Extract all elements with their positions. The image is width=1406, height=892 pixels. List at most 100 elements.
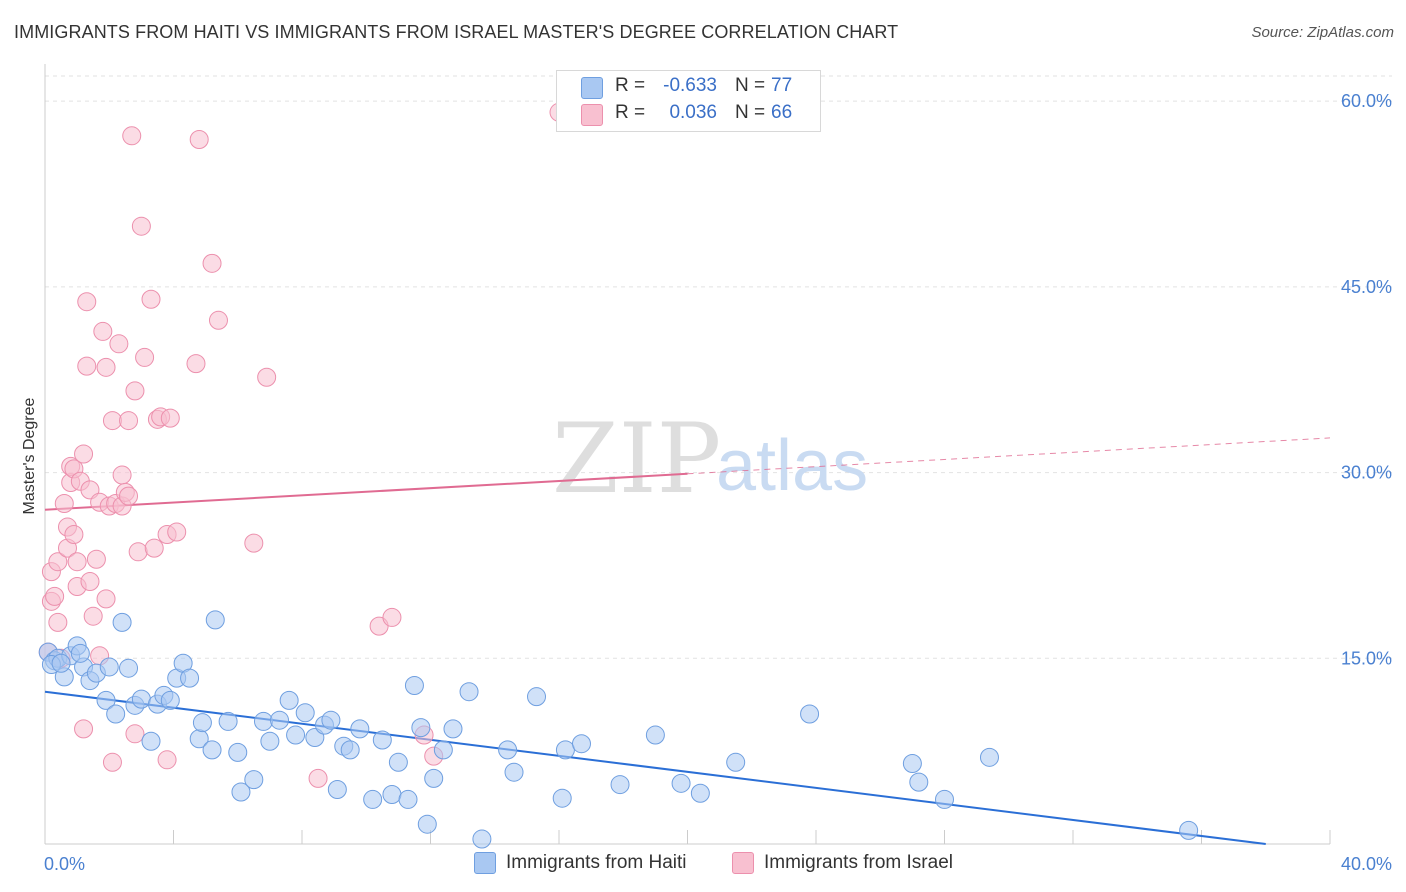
haiti-point [51, 653, 71, 673]
watermark-zip: ZIP [552, 403, 721, 515]
haiti-point [645, 725, 665, 745]
haiti-point [218, 711, 238, 731]
haiti-point [99, 657, 119, 677]
haiti-point [404, 676, 424, 696]
haiti-point [160, 690, 180, 710]
haiti-point [205, 610, 225, 630]
israel-point [102, 752, 122, 772]
chart-title: IMMIGRANTS FROM HAITI VS IMMIGRANTS FROM… [14, 22, 899, 42]
israel-point [157, 750, 177, 770]
haiti-point [131, 689, 151, 709]
israel-point [45, 586, 65, 606]
haiti-point [527, 687, 547, 707]
haiti-point [459, 682, 479, 702]
israel-point [186, 354, 206, 374]
israel-point [86, 549, 106, 569]
haiti-point [382, 784, 402, 804]
israel-point [122, 126, 142, 146]
haiti-point [552, 788, 572, 808]
haiti-point [321, 710, 341, 730]
israel-point [189, 130, 209, 150]
legend-israel-n: 66 [771, 102, 793, 123]
israel-point [167, 522, 187, 542]
y-axis-label: Master's Degree [21, 397, 38, 514]
haiti-point [909, 772, 929, 792]
legend-israel-r: 0.036 [669, 102, 717, 123]
haiti-point [106, 704, 126, 724]
haiti-trend-line [44, 690, 1266, 845]
israel-point [128, 542, 148, 562]
haiti-point [244, 770, 264, 790]
haiti-point [979, 747, 999, 767]
legend-haiti-n: 77 [771, 75, 793, 96]
israel-point [125, 381, 145, 401]
haiti-point [411, 718, 431, 738]
haiti-point [443, 719, 463, 739]
israel-point [93, 321, 113, 341]
haiti-point [498, 740, 518, 760]
haiti-point [388, 752, 408, 772]
x-tick-label: 0.0% [44, 854, 85, 874]
israel-point [244, 533, 264, 553]
israel-point [67, 552, 87, 572]
israel-point [160, 408, 180, 428]
haiti-point [96, 690, 116, 710]
haiti-point [800, 704, 820, 724]
watermark-atlas: atlas [716, 426, 868, 506]
haiti-point [690, 783, 710, 803]
israel-trend-extension [687, 437, 1331, 475]
israel-point [77, 356, 97, 376]
israel-point [141, 289, 161, 309]
haiti-point [231, 782, 251, 802]
haiti-point [286, 725, 306, 745]
legend-israel-label: Immigrants from Israel [764, 852, 953, 873]
israel-point [109, 334, 129, 354]
haiti-point [671, 773, 691, 793]
correlation-legend: R = -0.633 N = 77 R = 0.036 N = 66 [556, 70, 821, 132]
legend-n-label: N = [735, 75, 766, 96]
haiti-point [70, 643, 90, 663]
israel-point [125, 724, 145, 744]
haiti-point [726, 752, 746, 772]
legend-haiti-label: Immigrants from Haiti [506, 852, 687, 873]
haiti-point [260, 731, 280, 751]
haiti-point [279, 690, 299, 710]
haiti-point [192, 713, 212, 733]
x-tick-label: 40.0% [1341, 854, 1392, 874]
haiti-point [327, 780, 347, 800]
haiti-point [112, 612, 132, 632]
haiti-point [902, 754, 922, 774]
y-tick-label: 30.0% [1341, 463, 1392, 483]
haiti-point [372, 730, 392, 750]
israel-point [119, 486, 139, 506]
trend-lines [44, 437, 1331, 845]
israel-point [131, 216, 151, 236]
haiti-point [610, 775, 630, 795]
israel-point [208, 310, 228, 330]
israel-point [257, 367, 277, 387]
haiti-point [363, 789, 383, 809]
haiti-point [202, 740, 222, 760]
israel-point [96, 357, 116, 377]
israel-point [135, 347, 155, 367]
israel-point [308, 768, 328, 788]
haiti-swatch [581, 77, 603, 99]
tick-labels: 15.0% 30.0% 45.0% 60.0% 0.0% 40.0% [44, 91, 1392, 874]
haiti-point [571, 734, 591, 754]
haiti-point [472, 829, 492, 849]
israel-point [77, 292, 97, 312]
axes [44, 64, 1331, 845]
haiti-point [555, 740, 575, 760]
haiti-point [350, 719, 370, 739]
haiti-point [398, 789, 418, 809]
legend-r-label: R = [615, 75, 646, 96]
legend-n-label: N = [735, 102, 766, 123]
haiti-point [424, 768, 444, 788]
israel-point [382, 607, 402, 627]
haiti-point [228, 742, 248, 762]
haiti-point [141, 731, 161, 751]
haiti-point [935, 789, 954, 809]
y-tick-label: 45.0% [1341, 277, 1392, 297]
y-tick-label: 60.0% [1341, 91, 1392, 111]
